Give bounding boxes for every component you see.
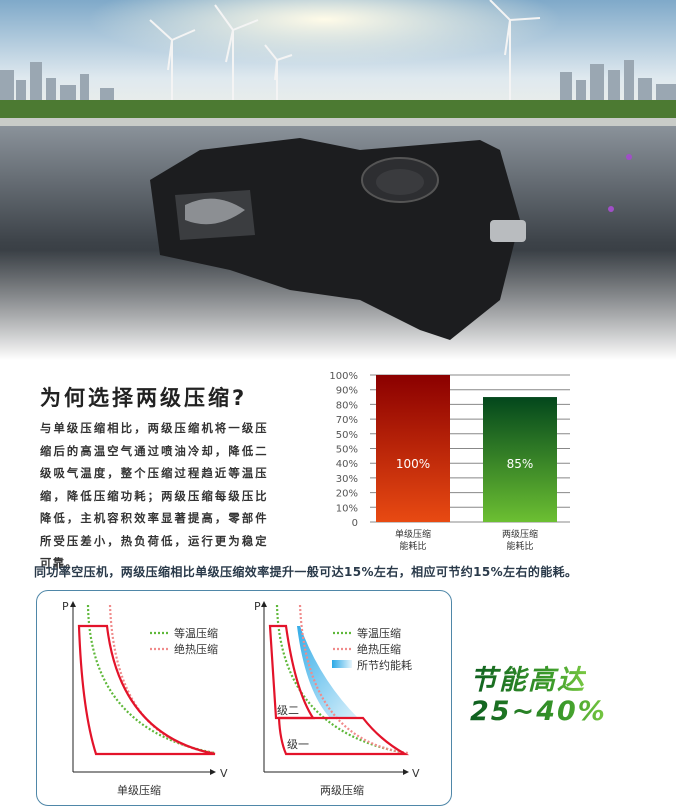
- x-category-label: 能耗比: [399, 540, 426, 552]
- legend-isothermal: 等温压缩: [174, 626, 218, 640]
- bar-data-label: 100%: [396, 457, 430, 471]
- pv-diagrams: P V 等温压缩 绝热压缩 单级压缩 P V 等温压缩 绝热压缩 所节约能耗 级…: [62, 600, 420, 797]
- caption-single: 单级压缩: [117, 784, 161, 797]
- stage2-label: 级二: [277, 704, 299, 717]
- y-tick-label: 80%: [336, 400, 358, 411]
- x-category-label: 单级压缩: [395, 528, 431, 540]
- single-stage-diagram: P V 等温压缩 绝热压缩 单级压缩: [62, 600, 228, 797]
- y-tick-label: 50%: [336, 430, 358, 441]
- two-stage-diagram: P V 等温压缩 绝热压缩 所节约能耗 级二 级一 两级压缩: [254, 600, 420, 797]
- y-tick-label: 10%: [336, 503, 358, 514]
- legend-isothermal: 等温压缩: [357, 626, 401, 640]
- v-axis-label: V: [220, 767, 228, 780]
- y-tick-label: 70%: [336, 415, 358, 426]
- energy-ratio-chart: 0 10% 20% 30% 40% 50% 50% 70% 80% 90% 100% 100% 单级压缩…: [330, 371, 570, 552]
- y-tick-label: 40%: [336, 459, 358, 470]
- caption-double: 两级压缩: [320, 784, 364, 797]
- legend-saved: 所节约能耗: [357, 658, 412, 672]
- section-title: 为何选择两级压缩?: [40, 386, 248, 410]
- bar-data-label: 85%: [507, 457, 534, 471]
- pv-diagram-panel: [36, 590, 452, 806]
- paragraph-text: 与单级压缩相比，两级压缩机将一级压缩后的高温空气通过喷油冷却，降低二级吸气温度，…: [40, 422, 268, 570]
- y-tick-label: 20%: [336, 489, 358, 500]
- compressor-image: [150, 138, 526, 340]
- legend-adiabatic: 绝热压缩: [357, 642, 401, 656]
- highlight-line1: 节能高达: [470, 658, 586, 697]
- x-category-label: 两级压缩: [502, 528, 538, 540]
- cycle-path: [77, 624, 216, 756]
- summary-text: 同功率空压机，两级压缩相比单级压缩效率提升一般可达15%左右，相应可节约15%左…: [34, 565, 578, 579]
- section-paragraph: 与单级压缩相比，两级压缩机将一级压缩后的高温空气通过喷油冷却，降低二级吸气温度，…: [40, 418, 268, 576]
- bar: [483, 397, 557, 522]
- y-tick-label: 90%: [336, 386, 358, 397]
- p-axis-label: P: [62, 600, 69, 613]
- v-axis-label: V: [412, 767, 420, 780]
- y-tick-label: 30%: [336, 474, 358, 485]
- p-axis-label: P: [254, 600, 261, 613]
- hero-image: [0, 0, 676, 360]
- bar: [376, 375, 450, 522]
- legend-adiabatic: 绝热压缩: [174, 642, 218, 656]
- highlight-line2: 25~40%: [470, 696, 607, 727]
- y-tick-label: 50%: [336, 445, 358, 456]
- y-tick-label: 100%: [330, 371, 358, 382]
- y-tick-label: 0: [352, 518, 358, 529]
- stage1-label: 级一: [287, 738, 309, 751]
- x-category-label: 能耗比: [506, 540, 533, 552]
